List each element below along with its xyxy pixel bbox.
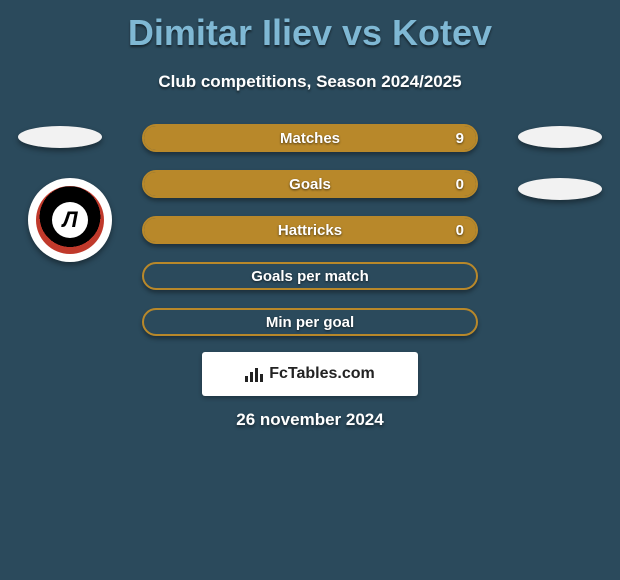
page-title: Dimitar Iliev vs Kotev	[0, 0, 620, 54]
player-photo-placeholder-right	[518, 126, 602, 148]
stats-bars: Matches 9 Goals 0 Hattricks 0 Goals per …	[142, 124, 478, 354]
bar-label: Matches	[144, 130, 476, 147]
bar-hattricks: Hattricks 0	[142, 216, 478, 244]
bar-label: Goals per match	[144, 268, 476, 285]
club-crest-left: Л	[28, 178, 112, 262]
brand-text: FcTables.com	[269, 365, 375, 383]
bar-goals-per-match: Goals per match	[142, 262, 478, 290]
bars-icon	[245, 366, 263, 382]
bar-label: Min per goal	[144, 314, 476, 331]
bar-label: Hattricks	[144, 222, 476, 239]
bar-value: 9	[456, 130, 464, 147]
date-label: 26 november 2024	[0, 410, 620, 430]
bar-value: 0	[456, 176, 464, 193]
bar-min-per-goal: Min per goal	[142, 308, 478, 336]
club-crest-placeholder-right	[518, 178, 602, 200]
player-photo-placeholder-left	[18, 126, 102, 148]
brand-box: FcTables.com	[202, 352, 418, 396]
subtitle: Club competitions, Season 2024/2025	[0, 72, 620, 92]
bar-label: Goals	[144, 176, 476, 193]
crest-icon: Л	[36, 186, 104, 254]
bar-matches: Matches 9	[142, 124, 478, 152]
crest-letter: Л	[52, 202, 88, 238]
bar-goals: Goals 0	[142, 170, 478, 198]
bar-value: 0	[456, 222, 464, 239]
